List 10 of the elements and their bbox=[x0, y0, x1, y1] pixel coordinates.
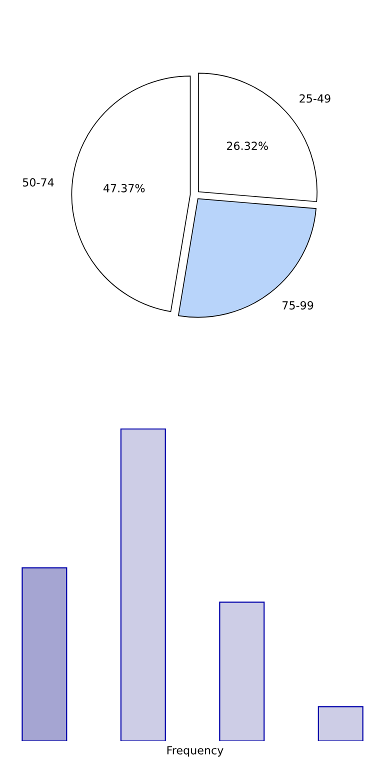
slice-label: 75-99 bbox=[282, 301, 314, 310]
data-label: 26.32% bbox=[226, 142, 268, 150]
slice-label: 50-74 bbox=[22, 178, 54, 187]
bar bbox=[120, 428, 166, 741]
bar bbox=[219, 602, 265, 741]
bar bbox=[22, 567, 68, 741]
x-axis-title: Frequency bbox=[167, 746, 224, 757]
data-label: 47.37% bbox=[103, 184, 145, 192]
slice-label: 25-49 bbox=[300, 94, 330, 103]
bar bbox=[318, 706, 364, 741]
